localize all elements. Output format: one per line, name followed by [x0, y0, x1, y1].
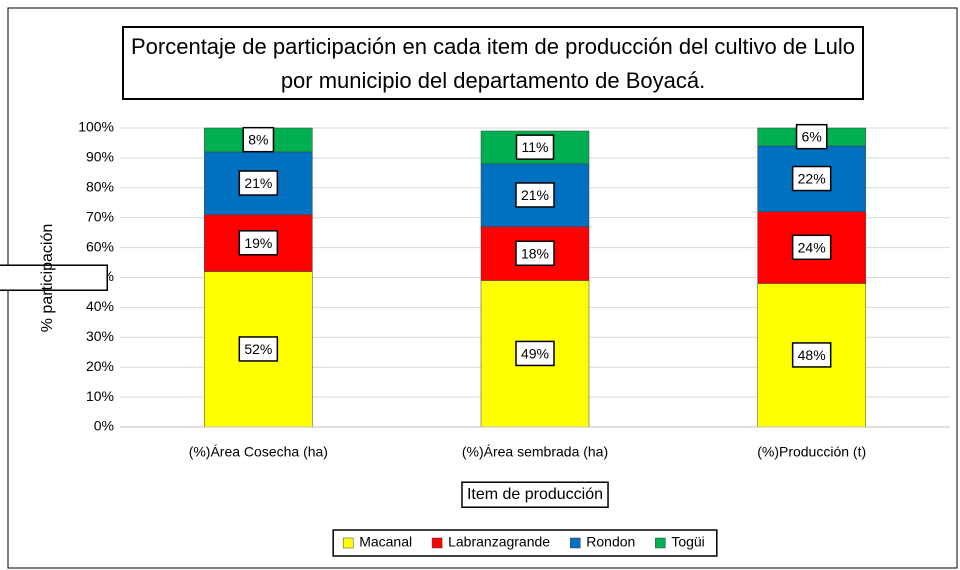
y-tick-label: 60% [86, 238, 114, 254]
legend-swatch [431, 537, 443, 549]
data-label: 8% [248, 132, 268, 148]
y-tick-label: 30% [86, 328, 114, 344]
data-label-box [515, 340, 555, 367]
y-tick-label: 80% [86, 179, 114, 195]
x-tick-label: (%)Producción (t) [757, 444, 866, 460]
y-tick-label: 40% [86, 298, 114, 314]
x-tick-label: (%)Área sembrada (ha) [462, 444, 608, 460]
data-label-box [238, 230, 279, 256]
legend-label: Togüi [671, 534, 704, 550]
y-tick-label: 100% [78, 119, 114, 135]
data-label: 48% [798, 347, 826, 363]
data-label-box [242, 126, 275, 153]
data-label-box [515, 134, 555, 160]
data-label-box [791, 234, 832, 261]
data-label: 11% [522, 139, 549, 155]
y-tick-label: 90% [86, 149, 114, 165]
data-label: 19% [244, 235, 272, 251]
data-label: 52% [244, 341, 272, 357]
legend-swatch [342, 537, 354, 549]
data-label-box [238, 170, 279, 196]
data-label: 22% [798, 171, 826, 187]
y-tick-label: 70% [86, 208, 114, 224]
legend-swatch [570, 537, 581, 549]
data-label: 6% [802, 129, 822, 145]
data-label-box [791, 342, 832, 368]
data-label: 49% [521, 345, 549, 361]
y-axis-title-box [0, 264, 108, 291]
y-axis-title: % participación [39, 224, 56, 333]
y-tick-label: 20% [86, 358, 114, 374]
data-label-box [515, 182, 555, 208]
data-label-box [795, 123, 828, 150]
data-label-box [515, 240, 555, 267]
chart-title: Porcentaje de participación en cada item… [122, 26, 864, 100]
data-label-box [238, 336, 279, 362]
data-label-box [791, 165, 832, 192]
data-label: 18% [521, 245, 549, 261]
data-label: 21% [244, 175, 272, 191]
y-tick-label: 10% [86, 388, 114, 404]
x-axis-title: Item de producción [467, 486, 603, 503]
data-label: 21% [521, 187, 549, 203]
legend-label: Labranzagrande [448, 534, 550, 550]
legend [332, 529, 718, 557]
legend-swatch [655, 537, 666, 549]
data-label: 24% [798, 239, 826, 255]
y-tick-label: 0% [94, 418, 114, 434]
legend-label: Macanal [359, 534, 412, 550]
x-axis-title-box [461, 481, 609, 508]
legend-label: Rondon [586, 534, 635, 550]
x-tick-label: (%)Área Cosecha (ha) [189, 444, 328, 460]
